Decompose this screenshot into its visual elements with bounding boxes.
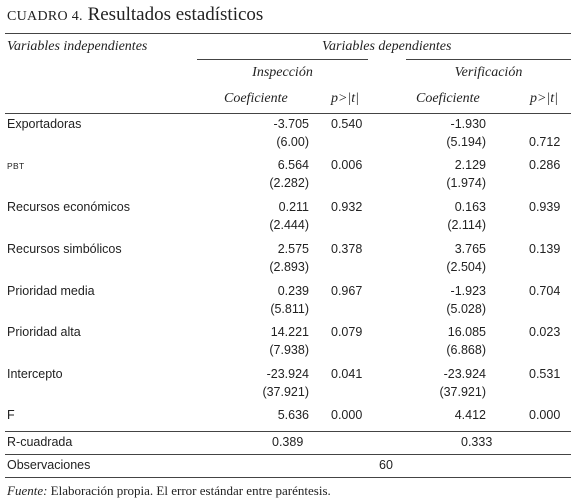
row-label: Exportadoras <box>7 117 82 131</box>
p-header-2: p>|t| <box>530 91 559 106</box>
inspeccion-p-value: 0.967 <box>331 284 363 298</box>
inspeccion-p-value: 0.079 <box>331 325 363 339</box>
inspeccion-std-error: (7.938) <box>269 343 309 357</box>
coef-header-2: Coeficiente <box>416 91 480 106</box>
inspeccion-coef: -23.924 <box>266 367 309 381</box>
inspeccion-std-error: (5.811) <box>270 302 309 316</box>
verificacion-coef: -23.924 <box>443 367 486 381</box>
bottom-rule <box>5 477 571 478</box>
inspeccion-coef: 14.221 <box>270 325 309 339</box>
verificacion-coef: 16.085 <box>447 325 486 339</box>
obs-label: Observaciones <box>7 458 91 472</box>
verificacion-std-error: (37.921) <box>439 385 486 399</box>
group-inspeccion: Inspección <box>252 65 313 80</box>
inspeccion-coef: -3.705 <box>273 117 309 131</box>
f-rule <box>5 431 571 432</box>
inspeccion-coef: 2.575 <box>277 242 309 256</box>
row-label: Recursos económicos <box>7 200 130 214</box>
inspeccion-std-error: (6.00) <box>276 135 309 149</box>
row-label: Recursos simbólicos <box>7 242 122 256</box>
inspeccion-coef: 5.636 <box>277 408 309 422</box>
inspeccion-coef: 0.239 <box>277 284 309 298</box>
inspeccion-p-value: 0.378 <box>331 242 363 256</box>
verificacion-coef: 3.765 <box>454 242 486 256</box>
verificacion-p-value: 0.286 <box>529 158 561 172</box>
dependent-header: Variables dependientes <box>322 39 452 54</box>
r2-value-2: 0.333 <box>461 435 493 449</box>
verificacion-coef: -1.923 <box>450 284 486 298</box>
row-label: PBT <box>7 161 25 171</box>
inspeccion-coef: 6.564 <box>277 158 309 172</box>
row-label: Intercepto <box>7 367 63 381</box>
table-title-text: Resultados estadísticos <box>87 4 264 25</box>
group2-rule <box>406 59 571 60</box>
inspeccion-std-error: (37.921) <box>262 385 309 399</box>
inspeccion-p-value: 0.000 <box>331 408 363 422</box>
row-label: F <box>7 408 15 422</box>
verificacion-p-value: 0.939 <box>529 200 561 214</box>
top-rule <box>5 33 571 34</box>
inspeccion-p-value: 0.041 <box>331 367 363 381</box>
row-label: Prioridad media <box>7 284 95 298</box>
inspeccion-coef: 0.211 <box>278 200 309 214</box>
verificacion-p-value: 0.531 <box>529 367 561 381</box>
r2-value-1: 0.389 <box>272 435 304 449</box>
group-verificacion: Verificación <box>454 65 523 80</box>
table-title: CUADRO 4. Resultados estadísticos <box>7 4 263 26</box>
verificacion-std-error: (2.114) <box>447 218 486 232</box>
obs-value: 60 <box>379 458 393 472</box>
group1-rule <box>197 59 368 60</box>
coef-header-1: Coeficiente <box>224 91 288 106</box>
r2-label: R-cuadrada <box>7 435 73 449</box>
footnote-lead: Fuente: <box>7 483 48 498</box>
header-rule <box>5 113 571 114</box>
verificacion-std-error: (5.028) <box>446 302 486 316</box>
inspeccion-std-error: (2.282) <box>269 176 309 190</box>
verificacion-coef: 4.412 <box>454 408 486 422</box>
footnote: Fuente: Elaboración propia. El error est… <box>7 483 331 499</box>
verificacion-std-error: (2.504) <box>446 260 486 274</box>
verificacion-coef: 2.129 <box>454 158 486 172</box>
independent-header: Variables independientes <box>7 39 148 54</box>
inspeccion-p-value: 0.006 <box>331 158 363 172</box>
table-number: CUADRO 4. <box>7 9 83 24</box>
verificacion-std-error: (5.194) <box>446 135 486 149</box>
verificacion-p-value: 0.704 <box>529 284 561 298</box>
verificacion-p-value: 0.000 <box>529 408 561 422</box>
verificacion-coef: 0.163 <box>454 200 486 214</box>
verificacion-p-value: 0.023 <box>529 325 561 339</box>
inspeccion-p-value: 0.932 <box>331 200 363 214</box>
verificacion-p-value: 0.139 <box>529 242 561 256</box>
inspeccion-p-value: 0.540 <box>331 117 363 131</box>
r2-rule <box>5 454 571 455</box>
verificacion-std-error: (1.974) <box>446 176 486 190</box>
inspeccion-std-error: (2.893) <box>269 260 309 274</box>
verificacion-coef: -1.930 <box>450 117 486 131</box>
inspeccion-std-error: (2.444) <box>269 218 309 232</box>
p-header-1: p>|t| <box>331 91 360 106</box>
verificacion-p-value: 0.712 <box>529 135 561 149</box>
verificacion-std-error: (6.868) <box>446 343 486 357</box>
footnote-text: Elaboración propia. El error estándar en… <box>47 483 331 498</box>
row-label: Prioridad alta <box>7 325 81 339</box>
